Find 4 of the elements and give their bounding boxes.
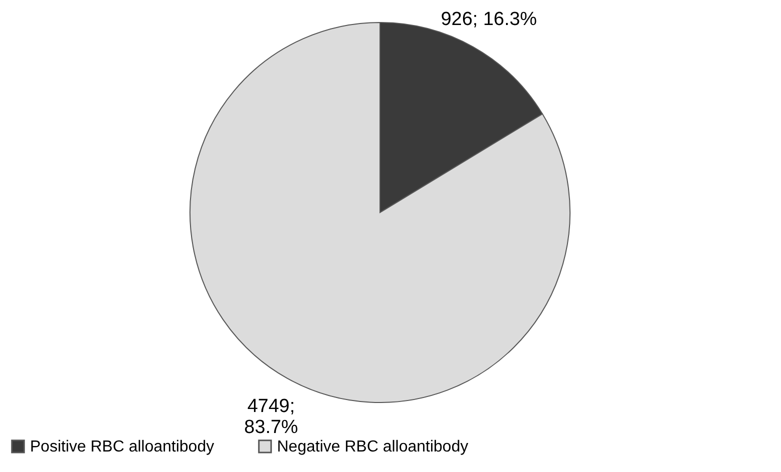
- data-label: 4749; 83.7%: [244, 396, 298, 438]
- data-label: 926; 16.3%: [440, 9, 538, 30]
- legend-label: Positive RBC alloantibody: [30, 438, 214, 456]
- legend-label: Negative RBC alloantibody: [277, 438, 468, 456]
